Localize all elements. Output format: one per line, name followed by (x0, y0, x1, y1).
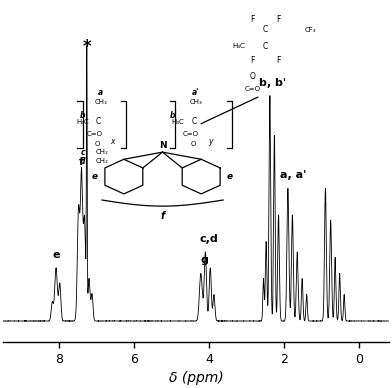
X-axis label: δ (ppm): δ (ppm) (169, 371, 223, 385)
Text: a, a': a, a' (280, 170, 307, 180)
Text: e: e (52, 250, 60, 260)
Text: g: g (201, 255, 209, 265)
Text: c,d: c,d (199, 234, 218, 244)
Text: *: * (82, 38, 91, 56)
Text: f: f (79, 157, 84, 167)
Text: b, b': b, b' (260, 78, 287, 88)
